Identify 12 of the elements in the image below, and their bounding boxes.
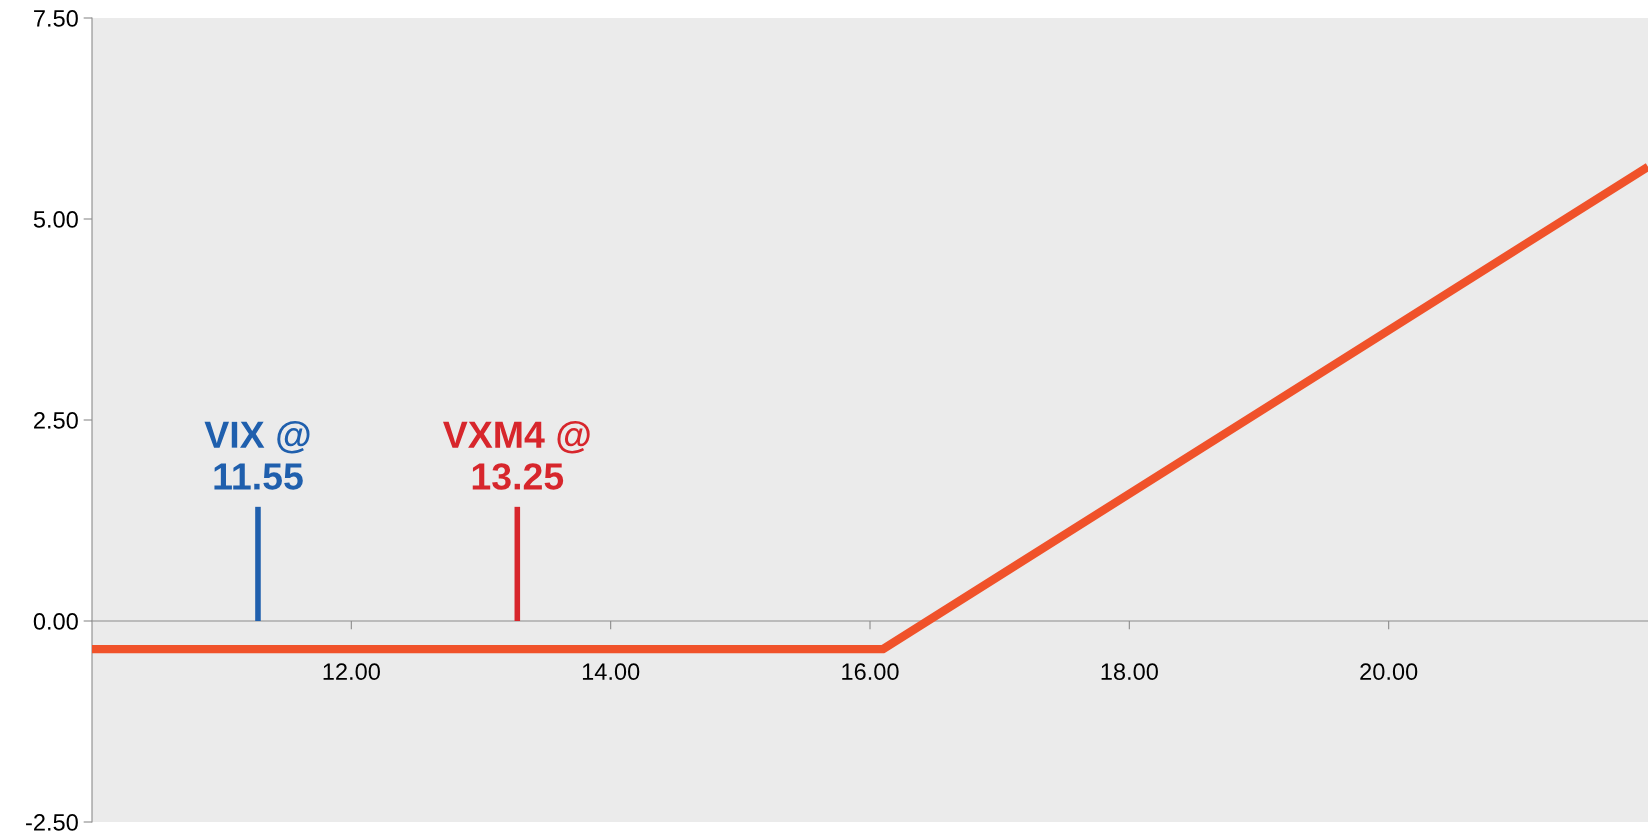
x-tick-label: 16.00 [842,663,899,681]
y-tick-label: -2.50 [26,814,78,831]
series-label: VIX @ 11.55 [204,421,310,490]
x-tick-label: 12.00 [323,663,380,681]
y-tick-label: 7.50 [34,10,78,27]
y-tick-label: 5.00 [33,211,78,228]
x-tick-label: 18.00 [1101,663,1158,681]
series-label: VXM4 @ 13.25 [443,421,590,490]
y-tick-label: 2.50 [34,412,78,429]
x-tick-label: 14.00 [582,663,640,681]
x-tick-label: 20.00 [1360,663,1418,681]
y-tick-label: 0.00 [33,613,78,630]
